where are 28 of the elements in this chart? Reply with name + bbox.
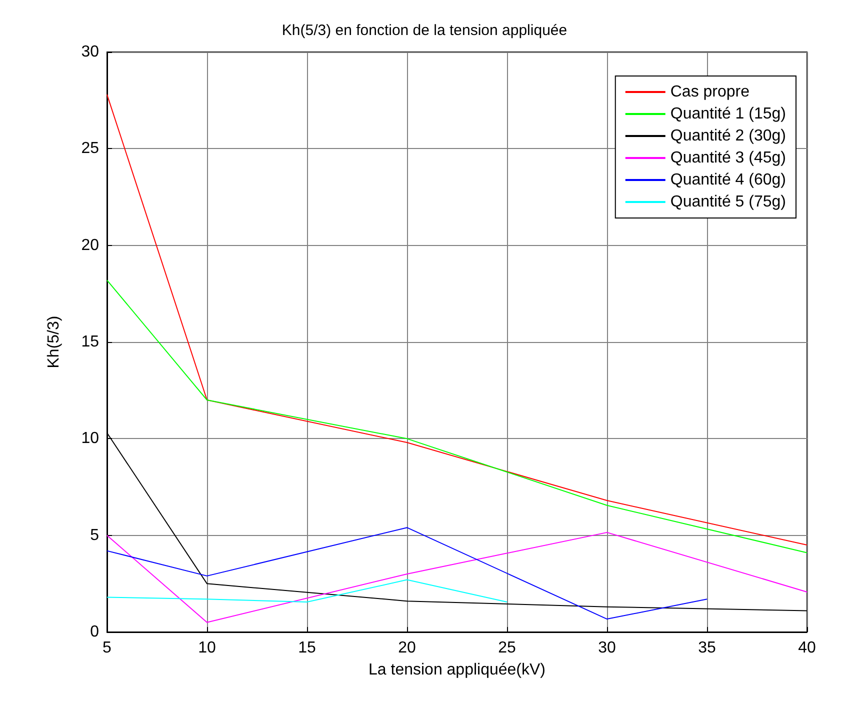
line-series <box>106 532 808 623</box>
legend-label: Cas propre <box>670 84 750 100</box>
y-tick-label: 25 <box>81 140 100 158</box>
legend-label: Quantité 5 (75g) <box>670 194 786 210</box>
x-tick-label: 40 <box>798 640 816 656</box>
y-tick-label: 0 <box>90 624 100 640</box>
legend-label: Quantité 4 (60g) <box>670 172 786 188</box>
y-tick-label: 20 <box>81 236 100 254</box>
x-tick-label: 30 <box>598 640 616 656</box>
x-tick-label: 5 <box>102 640 112 656</box>
y-tick-label: 5 <box>90 526 100 544</box>
x-tick-label: 10 <box>198 640 216 656</box>
line-series <box>106 527 708 620</box>
y-tick-label: 15 <box>81 334 100 350</box>
legend-label: Quantité 3 (45g) <box>670 150 786 166</box>
x-tick-label: 25 <box>498 640 516 656</box>
x-tick-label: 35 <box>698 640 716 656</box>
x-axis-title: La tension appliquée(kV) <box>368 662 546 678</box>
legend-label: Quantité 1 (15g) <box>670 106 786 122</box>
y-axis-title: Kh(5/3) <box>46 316 62 368</box>
line-series <box>106 280 808 554</box>
x-tick-label: 20 <box>398 640 416 656</box>
y-tick-label: 30 <box>81 44 100 60</box>
x-tick-label: 15 <box>298 640 316 656</box>
legend-label: Quantité 2 (30g) <box>670 128 786 144</box>
chart-title: Kh(5/3) en fonction de la tension appliquée <box>282 22 568 39</box>
line-series <box>106 579 508 603</box>
y-tick-label: 10 <box>81 430 100 448</box>
